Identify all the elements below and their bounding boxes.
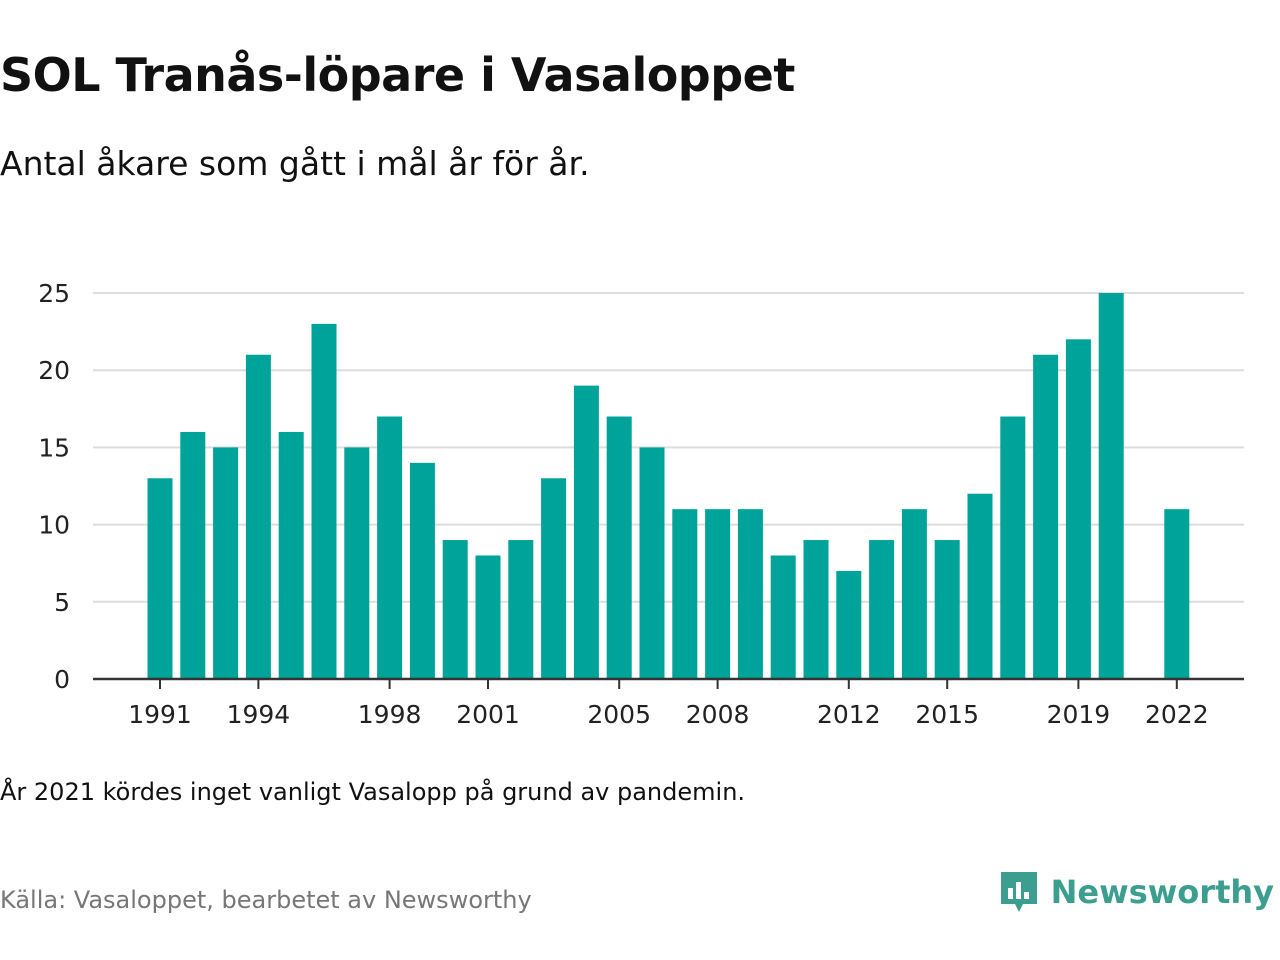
bar-chart: 0 5 10 15 20 25 1991 1994 1998 2001 2005 2008 2012 2… bbox=[38, 279, 1244, 729]
bar-2003 bbox=[541, 478, 567, 679]
x-tick-label: 1991 bbox=[128, 700, 192, 729]
bar-2010 bbox=[770, 555, 796, 679]
x-tick-label: 2019 bbox=[1047, 700, 1111, 729]
bar-2012 bbox=[836, 570, 862, 679]
bar-2015 bbox=[934, 540, 960, 679]
bar-2005 bbox=[606, 416, 632, 679]
x-tick-label: 1994 bbox=[227, 700, 291, 729]
footnote: År 2021 kördes inget vanligt Vasalopp på… bbox=[0, 778, 746, 806]
bar-2008 bbox=[705, 509, 731, 679]
y-tick-label: 25 bbox=[38, 279, 70, 308]
newsworthy-chart-icon bbox=[1000, 872, 1037, 912]
x-tick-label: 2022 bbox=[1145, 700, 1209, 729]
bar-2022 bbox=[1164, 509, 1190, 679]
bar-1994 bbox=[245, 354, 271, 679]
x-tick-label: 2001 bbox=[456, 700, 520, 729]
bar-2000 bbox=[442, 540, 468, 679]
bar-2019 bbox=[1065, 339, 1091, 679]
bar-1992 bbox=[180, 431, 206, 679]
bar-2009 bbox=[737, 509, 763, 679]
bar-2016 bbox=[967, 493, 993, 679]
bar-2004 bbox=[573, 385, 599, 679]
y-tick-label: 10 bbox=[38, 511, 70, 540]
bars bbox=[147, 293, 1190, 679]
bar-2011 bbox=[803, 540, 829, 679]
x-tick-label: 2012 bbox=[817, 700, 881, 729]
x-tick-label: 2005 bbox=[587, 700, 651, 729]
x-tick-label: 2015 bbox=[915, 700, 979, 729]
x-tick-label: 1998 bbox=[358, 700, 422, 729]
y-tick-label: 0 bbox=[54, 665, 70, 694]
bar-1993 bbox=[213, 447, 239, 679]
y-tick-label: 5 bbox=[54, 588, 70, 617]
bar-2001 bbox=[475, 555, 501, 679]
bar-2002 bbox=[508, 540, 534, 679]
x-axis: 1991 1994 1998 2001 2005 2008 2012 2015 2019 2022 bbox=[93, 677, 1244, 729]
bar-1996 bbox=[311, 323, 337, 679]
bar-2017 bbox=[1000, 416, 1026, 679]
y-axis-labels: 0 5 10 15 20 25 bbox=[38, 279, 70, 694]
bar-2006 bbox=[639, 447, 665, 679]
source-credit: Källa: Vasaloppet, bearbetet av Newswort… bbox=[0, 886, 532, 914]
bar-2020 bbox=[1098, 293, 1124, 679]
bar-1997 bbox=[344, 447, 370, 679]
newsworthy-logo: Newsworthy bbox=[999, 868, 1274, 916]
chart-subtitle: Antal åkare som gått i mål år för år. bbox=[0, 144, 590, 183]
logo-text: Newsworthy bbox=[1050, 873, 1274, 911]
x-tick-label: 2008 bbox=[686, 700, 750, 729]
bar-1991 bbox=[147, 478, 173, 679]
bar-1999 bbox=[409, 462, 435, 679]
bar-2018 bbox=[1033, 354, 1059, 679]
bar-1998 bbox=[377, 416, 403, 679]
bar-2014 bbox=[901, 509, 927, 679]
bar-2007 bbox=[672, 509, 698, 679]
bar-2013 bbox=[869, 540, 895, 679]
bar-1995 bbox=[278, 431, 304, 679]
y-tick-label: 15 bbox=[38, 433, 70, 462]
chart-title: SOL Tranås-löpare i Vasaloppet bbox=[0, 48, 795, 102]
y-tick-label: 20 bbox=[38, 356, 70, 385]
